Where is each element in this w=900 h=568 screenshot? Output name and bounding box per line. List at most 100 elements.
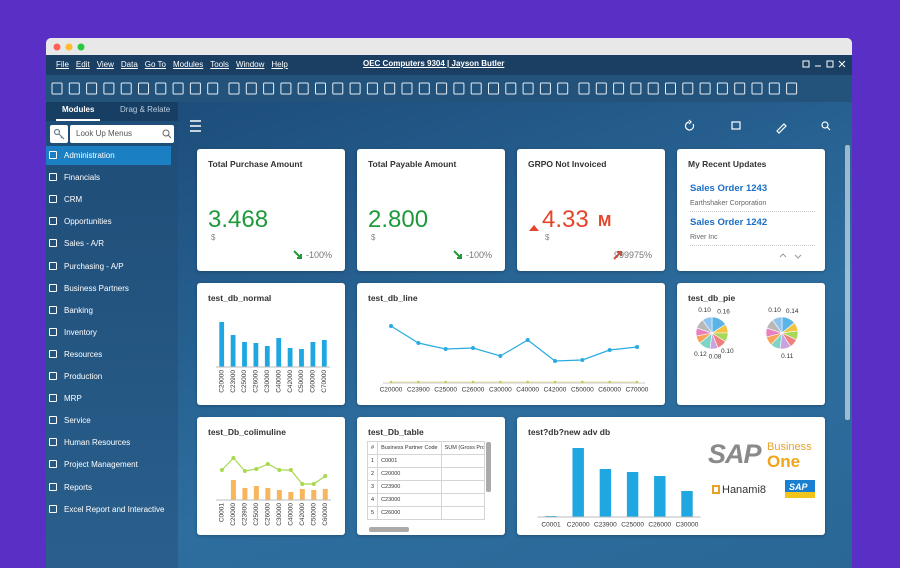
sidebar-item[interactable]: Project Management bbox=[46, 455, 171, 474]
sidebar-item[interactable]: Inventory bbox=[46, 323, 171, 342]
sidebar-item[interactable]: Purchasing - A/P bbox=[46, 257, 171, 276]
pager-icon[interactable] bbox=[779, 253, 802, 259]
trend-arrow bbox=[293, 250, 302, 259]
arrow-shape bbox=[613, 251, 622, 260]
line-point bbox=[389, 324, 393, 328]
card-title: test_Db_colimuline bbox=[208, 427, 286, 437]
x-tick-label: C40000 bbox=[516, 387, 539, 394]
sidebar-item[interactable]: MRP bbox=[46, 389, 171, 408]
chart: C20000 C23900 C25000 C26000 C30000 C40000 C420… bbox=[380, 324, 649, 394]
window-title: OEC Computers 9304 | Jayson Butler bbox=[363, 59, 505, 68]
table-row: 2 C20000 bbox=[366, 467, 485, 481]
sidebar-item[interactable]: Administration bbox=[46, 146, 171, 165]
line-series bbox=[221, 457, 326, 485]
sidebar-item[interactable]: Business Partners bbox=[46, 279, 171, 298]
menu-item[interactable]: Data bbox=[120, 60, 138, 69]
sidebar-tab[interactable]: Drag & Relate bbox=[120, 105, 171, 114]
chart: 0.160.100.080.120.10 0.140.110.10 bbox=[694, 307, 799, 361]
sidebar-item[interactable]: Service bbox=[46, 411, 171, 430]
menu-item[interactable]: Help bbox=[271, 60, 288, 69]
card-title: Total Purchase Amount bbox=[208, 159, 303, 169]
recent-subtitle: River Inc bbox=[690, 234, 718, 241]
line-point bbox=[498, 354, 503, 358]
sap-badge-text: SAP bbox=[789, 482, 808, 492]
x-tick-label: C50000 bbox=[310, 503, 317, 526]
sidebar-item[interactable]: Banking bbox=[46, 301, 171, 320]
sidebar-item[interactable]: Reports bbox=[46, 478, 171, 497]
trend-arrow bbox=[613, 251, 622, 260]
recent-link[interactable]: Sales Order 1243 bbox=[690, 183, 768, 194]
sidebar-item[interactable]: Opportunities bbox=[46, 212, 171, 231]
line-point bbox=[277, 468, 282, 472]
table-cell: C20000 bbox=[377, 467, 442, 481]
partner-icon bbox=[712, 485, 720, 494]
table-cell: 3 bbox=[366, 480, 379, 494]
kpi-card: GRPO Not Invoiced 4.33 M $999975% bbox=[517, 149, 665, 271]
kpi-trend: -100% bbox=[305, 250, 332, 260]
line-point bbox=[311, 482, 316, 486]
card-title: Total Payable Amount bbox=[368, 159, 457, 169]
active-tab-indicator bbox=[56, 119, 100, 121]
sidebar-icon bbox=[49, 372, 57, 380]
line-point bbox=[607, 348, 612, 352]
menu: File Edit View Data Go To Modules Tools Window H… bbox=[56, 60, 295, 69]
bar bbox=[264, 346, 270, 367]
table-cell-empty bbox=[440, 454, 485, 468]
sidebar-icon bbox=[49, 151, 57, 159]
line-point bbox=[242, 469, 247, 473]
menu-item[interactable]: File bbox=[56, 60, 69, 69]
x-tick-label: C26000 bbox=[265, 503, 272, 526]
key-button[interactable] bbox=[50, 125, 68, 143]
card-title: test_db_pie bbox=[688, 293, 736, 303]
value-label: 0.12 bbox=[694, 351, 707, 358]
table-row: 3 C23900 bbox=[366, 480, 485, 494]
sidebar-tab[interactable]: Modules bbox=[62, 105, 95, 114]
sidebar bbox=[46, 102, 178, 568]
recent-link[interactable]: Sales Order 1242 bbox=[690, 217, 768, 228]
sidebar-menu: Administration Financials CRM Opportunities… bbox=[46, 146, 178, 536]
x-tick-label: C23900 bbox=[594, 522, 617, 529]
bar bbox=[299, 349, 304, 367]
sidebar-item[interactable]: Sales - A/R bbox=[46, 234, 171, 253]
line-point bbox=[553, 380, 557, 384]
x-tick-label: C20000 bbox=[230, 503, 237, 526]
sidebar-item[interactable]: Financials bbox=[46, 168, 171, 187]
menu-item[interactable]: Window bbox=[235, 60, 265, 69]
bar bbox=[572, 448, 584, 517]
x-tick-label: C25000 bbox=[253, 503, 260, 526]
sidebar-item[interactable]: Resources bbox=[46, 345, 171, 364]
sidebar-item[interactable]: Human Resources bbox=[46, 433, 171, 452]
menu-item[interactable]: Edit bbox=[75, 60, 90, 69]
menu-item[interactable]: View bbox=[96, 60, 114, 69]
menu-item[interactable]: Modules bbox=[173, 60, 204, 69]
x-tick-label: C42000 bbox=[299, 503, 306, 526]
sidebar-tabs bbox=[46, 102, 178, 121]
table-cell: C0001 bbox=[377, 454, 442, 468]
table-cell-empty bbox=[440, 506, 485, 520]
kpi-unit: $ bbox=[545, 233, 550, 242]
table-row: 4 C23000 bbox=[366, 493, 485, 507]
sidebar-item[interactable]: Excel Report and Interactive bbox=[46, 500, 171, 519]
kpi-card: Total Payable Amount 2.800 $ -100% bbox=[357, 149, 505, 271]
x-tick-label: C26000 bbox=[253, 370, 260, 393]
sidebar-item[interactable]: Production bbox=[46, 367, 171, 386]
sap-logo: SAP bbox=[708, 439, 762, 469]
sidebar-item[interactable]: CRM bbox=[46, 190, 171, 209]
menu-item[interactable]: Tools bbox=[210, 60, 229, 69]
card-title: test_db_normal bbox=[208, 293, 272, 303]
x-tick-label: C25000 bbox=[241, 370, 248, 393]
menu-item[interactable]: Go To bbox=[144, 60, 166, 69]
sidebar-icon bbox=[49, 460, 57, 469]
table-row: 1 C0001 bbox=[366, 454, 485, 468]
x-tick-label: C50000 bbox=[571, 387, 594, 394]
recent-card: My Recent Updates Sales Order 1243 Earthsh… bbox=[677, 149, 825, 271]
x-tick-label: C40000 bbox=[288, 503, 295, 526]
sidebar-icon bbox=[49, 239, 57, 248]
line-point bbox=[525, 338, 530, 342]
bar bbox=[626, 472, 639, 517]
sidebar-icon bbox=[49, 217, 57, 226]
search-box[interactable]: Look Up Menus bbox=[70, 125, 174, 143]
table-row: 5 C26000 bbox=[366, 506, 485, 520]
chart-card: test_db_line C20000 C23900 C25000 C26000 C300… bbox=[357, 283, 665, 405]
